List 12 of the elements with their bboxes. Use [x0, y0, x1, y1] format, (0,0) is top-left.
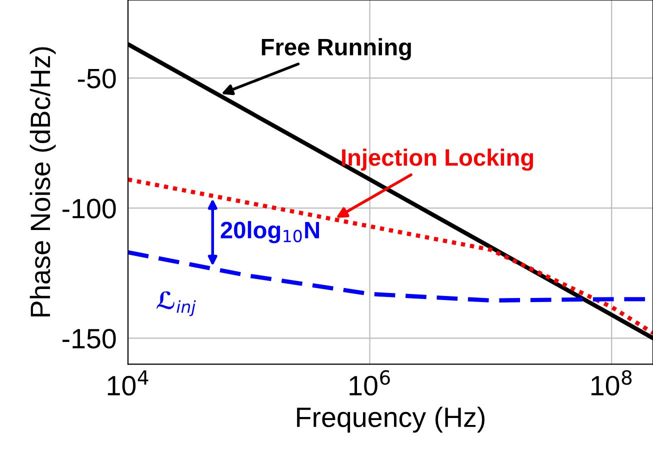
y-tick-label: -100: [62, 198, 116, 218]
annotation: 20log$_{10}$N: [220, 221, 319, 244]
x-tick-label: 10$^{4}$: [108, 370, 148, 396]
x-axis-title: Frequency (Hz): [297, 406, 484, 433]
y-tick-label: -150: [62, 328, 116, 349]
x-tick-label: 10$^{6}$: [350, 370, 390, 396]
y-axis-title: Phase Noise (dBc/Hz): [30, 47, 56, 316]
series-label: ℒ$_{inj}$: [156, 291, 196, 316]
text: Free Running: [262, 38, 411, 60]
x-tick-label: 10$^{8}$: [591, 370, 632, 396]
text: Injection Locking: [342, 148, 534, 171]
y-tick-label: -50: [78, 68, 116, 88]
